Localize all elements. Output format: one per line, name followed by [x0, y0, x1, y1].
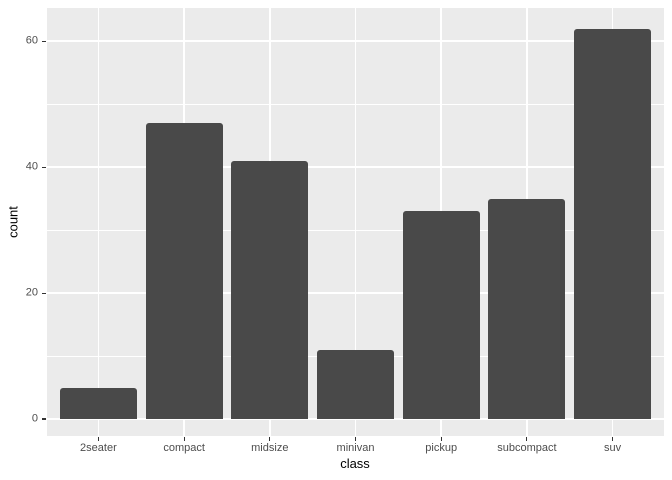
y-axis-tick-label: 0	[31, 412, 38, 425]
x-axis-tick-label: minivan	[336, 442, 375, 454]
gridline-major-vertical	[354, 8, 357, 436]
y-axis-tick-mark	[42, 418, 46, 420]
x-axis-tick-mark	[183, 437, 185, 441]
y-axis-tick-mark	[42, 166, 46, 168]
y-axis-tick-mark	[42, 40, 46, 42]
x-axis-tick-label: pickup	[425, 442, 458, 454]
y-axis-title: count	[5, 206, 21, 238]
bar-2seater	[59, 387, 137, 419]
y-axis-tick-label: 60	[25, 34, 38, 47]
x-axis-tick-mark	[526, 437, 528, 441]
x-axis-tick-mark	[269, 437, 271, 441]
y-axis-tick-mark	[42, 292, 46, 294]
bar-subcompact	[488, 198, 566, 419]
y-axis-tick-label: 40	[25, 160, 38, 173]
bar-suv	[574, 28, 652, 419]
x-axis-tick-label: suv	[604, 442, 622, 454]
x-axis-title: class	[340, 456, 370, 471]
x-axis-tick-label: compact	[163, 442, 205, 454]
x-axis-tick-mark	[440, 437, 442, 441]
y-axis-tick-label: 20	[25, 286, 38, 299]
x-axis-tick-label: subcompact	[497, 442, 557, 454]
x-axis-tick-mark	[97, 437, 99, 441]
bar-midsize	[231, 160, 309, 419]
bar-compact	[145, 123, 223, 419]
x-axis-tick-mark	[354, 437, 357, 441]
x-axis-tick-mark	[611, 437, 614, 441]
x-axis-tick-label: 2seater	[80, 442, 117, 454]
bar-minivan	[316, 349, 395, 419]
plot-panel	[47, 8, 664, 436]
x-axis-tick-label: midsize	[251, 442, 289, 454]
gridline-major-vertical	[97, 8, 100, 436]
bar-pickup	[402, 211, 480, 419]
